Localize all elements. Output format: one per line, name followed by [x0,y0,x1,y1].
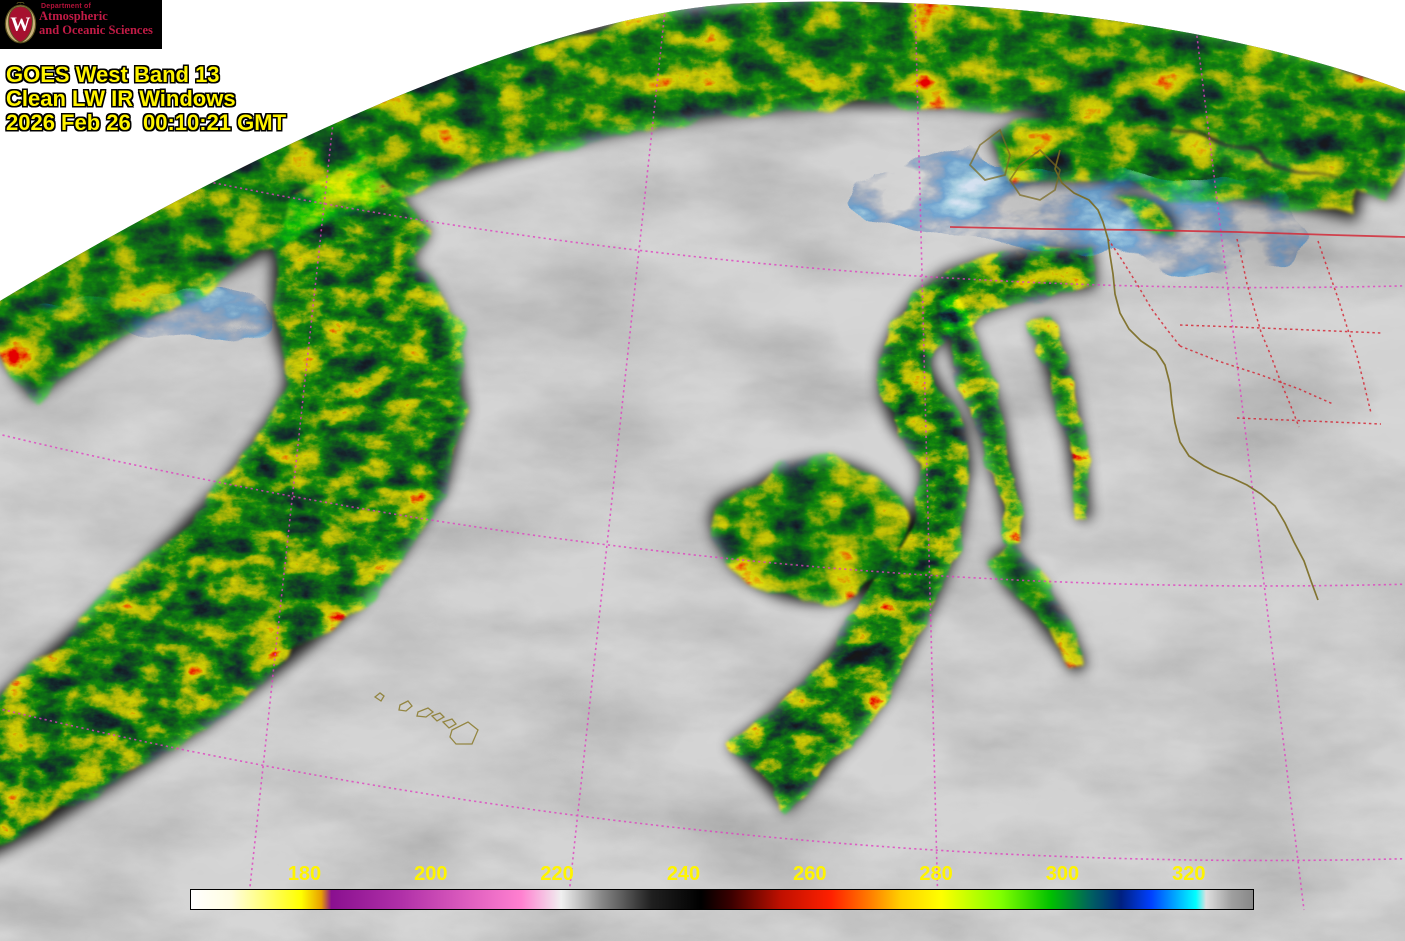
svg-text:W: W [10,13,30,35]
